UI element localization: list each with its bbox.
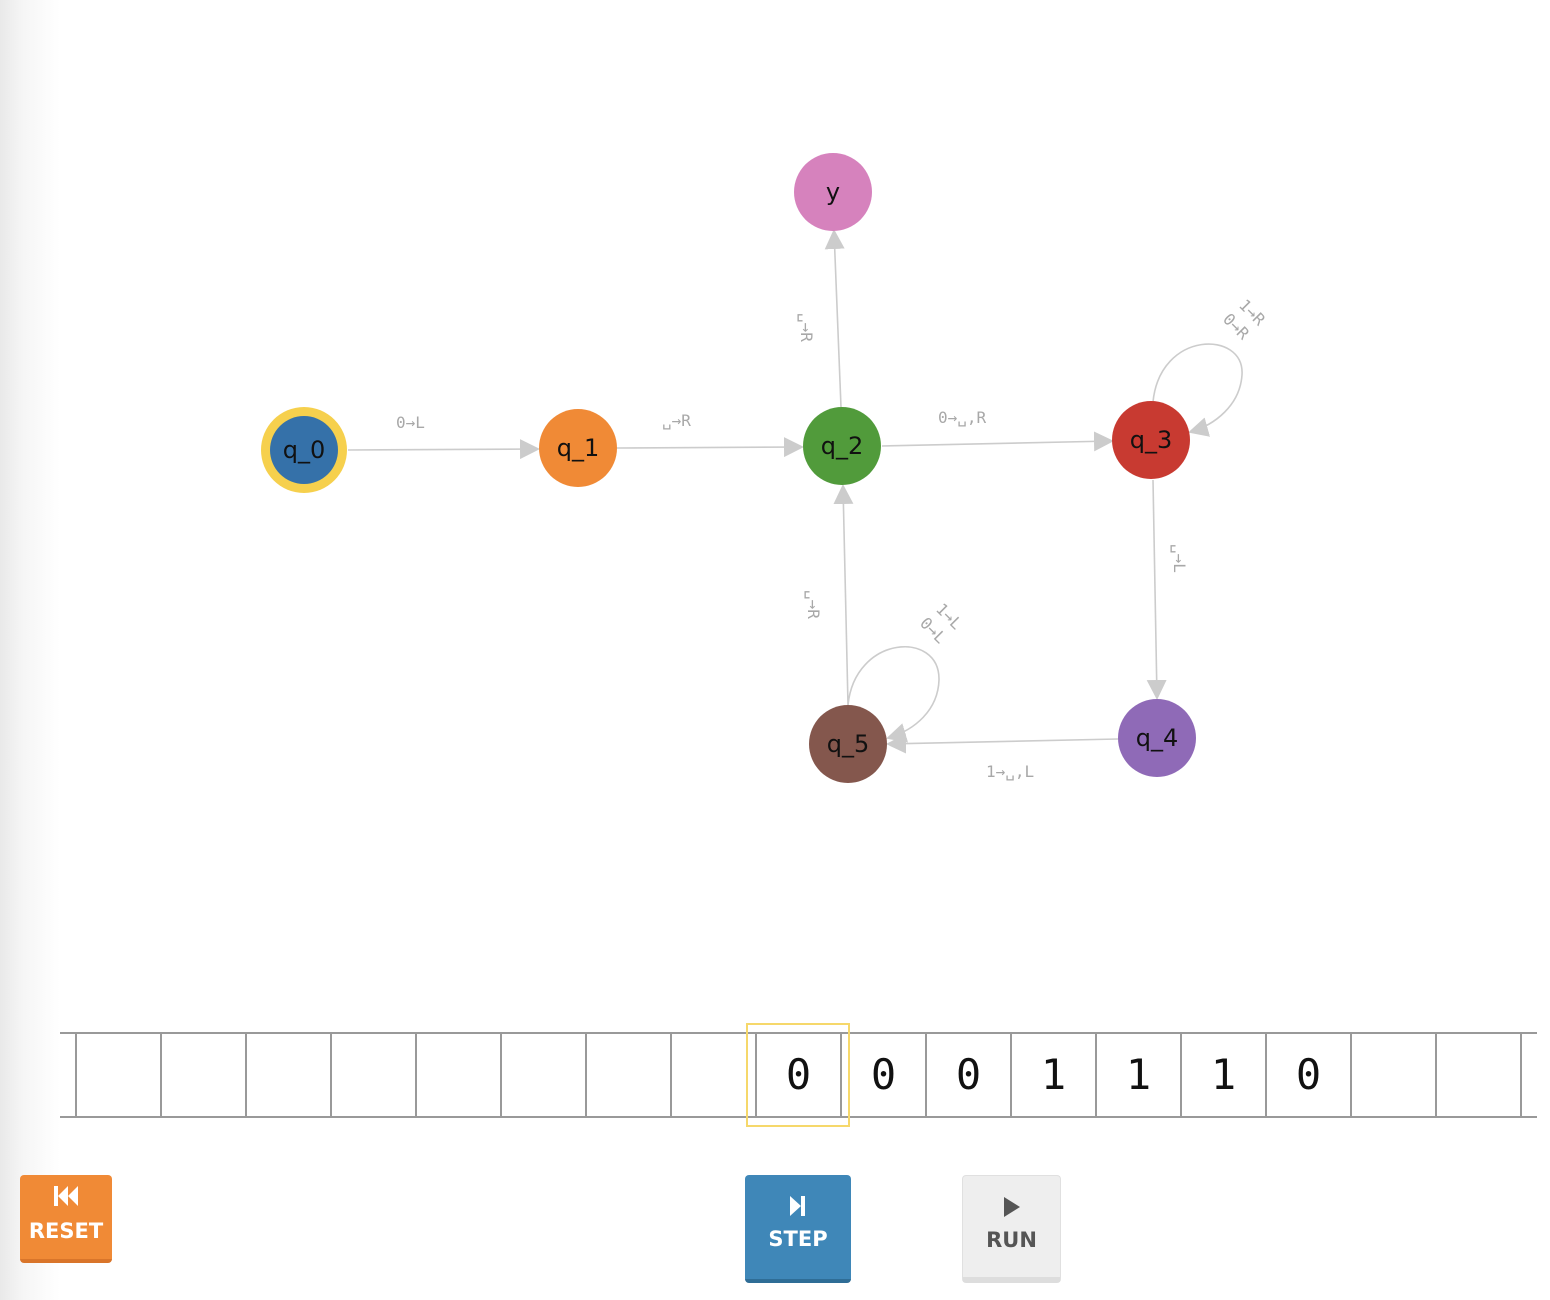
state-label: q_2 <box>821 432 864 460</box>
state-label: q_5 <box>827 730 870 758</box>
tape: 0 0 0 1 1 1 0 <box>60 1032 1537 1118</box>
tape-cell[interactable] <box>500 1034 585 1116</box>
tape-cell[interactable] <box>1520 1034 1537 1116</box>
play-icon <box>1003 1197 1020 1217</box>
state-q3[interactable]: q_3 <box>1112 401 1190 479</box>
run-button[interactable]: RUN <box>962 1175 1061 1283</box>
sidebar-shadow <box>0 0 60 1300</box>
skip-to-start-icon <box>54 1186 78 1206</box>
tape-cell[interactable] <box>160 1034 245 1116</box>
edge-q5-q2[interactable] <box>833 484 854 706</box>
edge-label-q0-q1: 0→L <box>396 413 425 432</box>
state-circle <box>794 153 872 231</box>
state-circle <box>809 705 887 783</box>
tape-cell[interactable] <box>330 1034 415 1116</box>
state-circle <box>270 416 338 484</box>
tape-cell[interactable]: 0 <box>925 1034 1010 1116</box>
tape-cell[interactable] <box>415 1034 500 1116</box>
tape-cell[interactable] <box>1350 1034 1435 1116</box>
state-q1[interactable]: q_1 <box>539 409 617 487</box>
run-label: RUN <box>986 1228 1037 1252</box>
reset-button[interactable]: RESET <box>20 1175 112 1263</box>
edge-label-q4-q5: 1→␣,L <box>986 762 1034 781</box>
edge-label-q1-q2: ␣→R <box>662 411 691 430</box>
tape-cell[interactable] <box>670 1034 755 1116</box>
edge-q1-q2[interactable] <box>616 437 804 458</box>
state-label: q_3 <box>1130 426 1173 454</box>
tape-cell[interactable] <box>1435 1034 1520 1116</box>
edge-q3-q4[interactable] <box>1146 479 1167 700</box>
state-circle <box>1112 401 1190 479</box>
state-diagram: 0→L ␣→R ␣→R 0→␣,R 1→R 0→R ␣→L 1→␣,L 1→L … <box>261 153 1269 783</box>
tape-cell[interactable]: 1 <box>1010 1034 1095 1116</box>
state-label: q_0 <box>283 436 326 464</box>
state-q2[interactable]: q_2 <box>803 407 881 485</box>
state-q5[interactable]: q_5 <box>809 705 887 783</box>
state-circle <box>1118 699 1196 777</box>
state-q4[interactable]: q_4 <box>1118 699 1196 777</box>
edge-label-q2-y: ␣→R <box>797 313 816 342</box>
tape-cell[interactable]: 1 <box>1180 1034 1265 1116</box>
edges <box>347 229 1243 754</box>
edge-q4-q5[interactable] <box>886 733 1119 754</box>
state-y[interactable]: y <box>794 153 872 231</box>
tape-cell-current[interactable]: 0 <box>755 1034 840 1116</box>
tape-cell[interactable] <box>245 1034 330 1116</box>
edge-q2-q3[interactable] <box>881 431 1114 452</box>
step-button[interactable]: STEP <box>745 1175 851 1283</box>
edge-q3-loop[interactable] <box>1152 343 1243 437</box>
state-circle <box>803 407 881 485</box>
edge-label-q3-q4: ␣→L <box>1170 544 1189 573</box>
step-forward-icon <box>790 1196 805 1216</box>
edge-label-q5-q2: ␣→R <box>804 590 823 619</box>
state-label: q_4 <box>1136 724 1179 752</box>
state-label: y <box>826 178 840 206</box>
edge-q0-q1[interactable] <box>347 439 540 460</box>
edge-q2-y[interactable] <box>824 229 845 408</box>
tape-cell[interactable]: 1 <box>1095 1034 1180 1116</box>
state-circle <box>539 409 617 487</box>
edge-label-q2-q3: 0→␣,R <box>938 408 987 427</box>
tape-cell[interactable]: 0 <box>1265 1034 1350 1116</box>
state-q0[interactable]: q_0 <box>261 407 347 493</box>
tape-cell[interactable] <box>75 1034 160 1116</box>
tape-cell[interactable]: 0 <box>840 1034 925 1116</box>
step-label: STEP <box>768 1227 828 1251</box>
reset-label: RESET <box>28 1219 104 1243</box>
edge-q5-loop[interactable] <box>847 646 940 743</box>
tape-cell[interactable] <box>585 1034 670 1116</box>
state-label: q_1 <box>557 434 600 462</box>
